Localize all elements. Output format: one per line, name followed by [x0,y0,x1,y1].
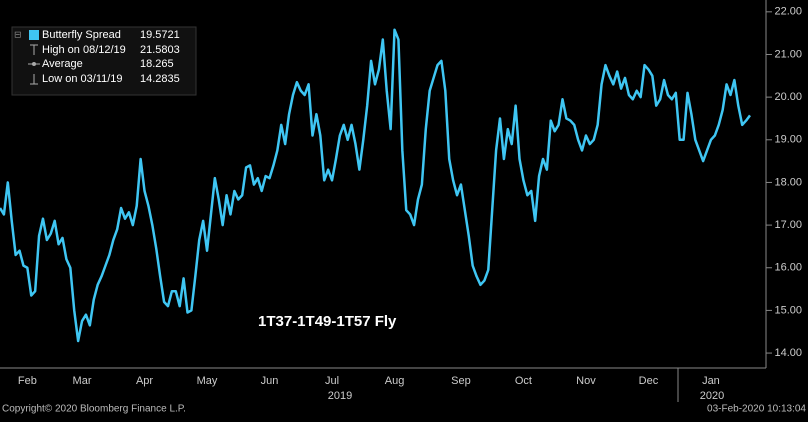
legend-stat-label: Average [42,58,83,70]
legend-swatch [29,30,39,40]
legend-stat-value: 14.2835 [140,73,180,85]
x-tick-label: May [197,375,218,387]
y-tick-label: 19.00 [774,134,802,146]
y-tick-label: 20.00 [774,91,802,103]
x-tick-label: Mar [73,375,92,387]
y-tick-label: 14.00 [774,347,802,359]
legend-stat-label: High on 08/12/19 [42,44,126,56]
x-tick-label: Jun [261,375,279,387]
x-tick-label: Feb [18,375,37,387]
y-tick-label: 15.00 [774,304,802,316]
x-tick-label: Dec [639,375,659,387]
y-tick-label: 21.00 [774,48,802,60]
legend-high-icon [30,44,38,55]
x-tick-label: Nov [576,375,596,387]
y-tick-label: 18.00 [774,176,802,188]
y-tick-label: 22.00 [774,6,802,18]
legend-box [11,26,197,96]
x-tick-label: Apr [136,375,153,387]
footer-timestamp: 03-Feb-2020 10:13:04 [707,404,806,415]
y-tick-label: 16.00 [774,262,802,274]
x-tick-label: Jul [325,375,339,387]
series-line [0,28,751,343]
legend-stat-label: Low on 03/11/19 [42,73,123,85]
x-group-label: 2019 [328,390,352,402]
x-group-label: 2020 [700,390,724,402]
legend: ⊟ Butterfly Spread 19.5721 High on 08/12… [11,26,197,96]
x-tick-label: Aug [385,375,405,387]
footer-copyright: Copyright© 2020 Bloomberg Finance L.P. [2,404,186,415]
legend-series-name: Butterfly Spread [42,29,121,41]
legend-last-value: 19.5721 [140,29,180,41]
legend-stat-value: 21.5803 [140,44,180,56]
y-tick-label: 17.00 [774,219,802,231]
legend-stat-value: 18.265 [140,58,174,70]
annotation: 1T37-1T49-1T57 Fly [258,313,397,330]
legend-average-dot [32,62,36,66]
legend-low-icon [30,74,38,85]
x-tick-label: Oct [515,375,532,387]
legend-collapse-icon: ⊟ [14,29,22,39]
x-tick-label: Jan [702,375,720,387]
x-tick-label: Sep [451,375,471,387]
